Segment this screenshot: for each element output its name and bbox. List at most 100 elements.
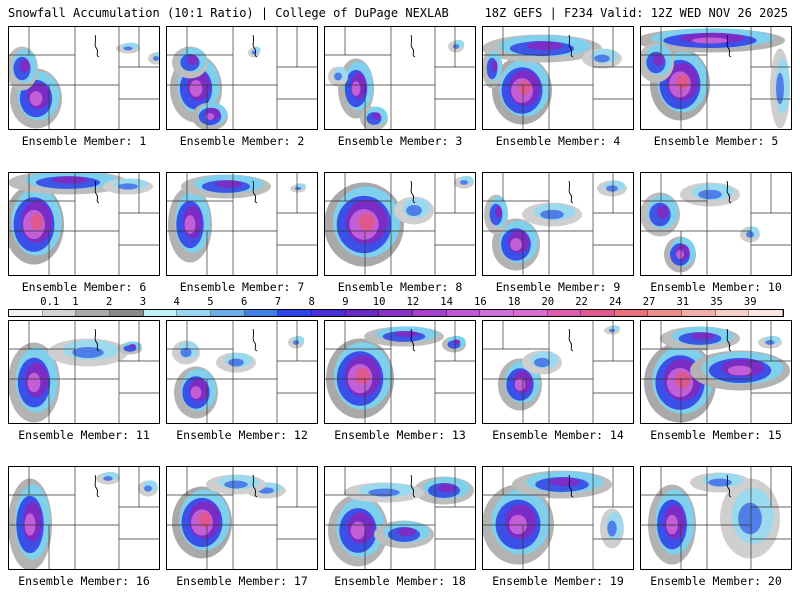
colorbar-swatch [311,310,346,316]
river-line [410,328,416,352]
snowfall-map-svg [483,321,633,423]
snowfall-contour [118,183,138,190]
snowfall-contour [608,328,616,333]
river-line [726,328,732,352]
ensemble-member-panel: Ensemble Member: 14 [482,320,634,456]
river-line [94,474,100,498]
ensemble-member-label: Ensemble Member: 1 [21,134,147,148]
colorbar-swatch [412,310,447,316]
snowfall-contour [351,81,361,96]
snowfall-contour [690,332,715,340]
colorbar-swatch [682,310,716,316]
snowfall-contour [224,480,248,489]
snowfall-contour [180,347,192,358]
snowfall-map-svg [325,321,475,423]
snowfall-contour [294,186,302,191]
snowfall-contour [27,372,41,393]
snowfall-contour [518,80,531,96]
colorbar-swatch [715,310,750,316]
colorbar-label: 1 [72,296,79,308]
colorbar-legend: 0.1 1 2 3 4 5 6 7 8 9 10 12 14 16 18 20 22 24 27 31 35 39 [8,296,784,320]
snowfall-contour [549,477,580,487]
colorbar-label: 16 [474,296,487,308]
snowfall-map [482,172,634,276]
river-line [568,474,574,498]
product-title: Snowfall Accumulation (10:1 Ratio) | Col… [8,6,449,20]
ensemble-member-panel: Ensemble Member: 18 [324,466,476,602]
snowfall-map-svg [483,173,633,275]
ensemble-member-label: Ensemble Member: 13 [334,428,466,442]
snowfall-map-svg [483,27,633,129]
snowfall-contour [675,371,690,389]
snowfall-map [8,172,160,276]
colorbar-swatch [143,310,178,316]
snowfall-map-svg [641,173,791,275]
snowfall-map-svg [167,27,317,129]
ensemble-member-panel: Ensemble Member: 4 [482,26,634,162]
snowfall-contour [776,72,784,105]
snowfall-contour [355,367,370,385]
snowfall-map [166,320,318,424]
colorbar-label: 3 [139,296,147,308]
colorbar-swatch [581,310,615,316]
snowfall-map-svg [641,321,791,423]
colorbar-label: 14 [440,296,453,308]
snowfall-contour [198,512,211,528]
snowfall-contour [228,358,244,367]
snowfall-contour [452,339,461,345]
colorbar-label: 27 [642,296,656,308]
ensemble-member-label: Ensemble Member: 17 [176,574,308,588]
river-line [726,474,732,498]
ensemble-member-panel: Ensemble Member: 8 [324,172,476,308]
colorbar-label: 7 [274,296,282,308]
snowfall-map [482,26,634,130]
river-line [94,328,100,352]
colorbar-swatch [177,310,211,316]
snowfall-map [324,172,476,276]
snowfall-map-svg [641,467,791,569]
snowfall-map [166,172,318,276]
snowfall-map [8,466,160,570]
colorbar-label: 2 [106,296,113,308]
colorbar-swatch [614,310,649,316]
snowfall-contour [765,340,775,345]
snowfall-map-svg [483,467,633,569]
snowfall-contour [190,386,202,399]
ensemble-member-label: Ensemble Member: 15 [650,428,782,442]
snowfall-map-svg [325,173,475,275]
ensemble-member-label: Ensemble Member: 16 [18,574,150,588]
ensemble-member-label: Ensemble Member: 7 [179,280,305,294]
snowfall-contour [691,37,729,44]
river-line [410,474,416,498]
ensemble-member-label: Ensemble Member: 14 [492,428,624,442]
ensemble-member-panel: Ensemble Member: 7 [166,172,318,308]
ensemble-member-label: Ensemble Member: 9 [495,280,621,294]
snowfall-contour [594,54,610,63]
colorbar-swatch [648,310,683,316]
snowfall-map [640,172,792,276]
river-line [252,34,258,58]
snowfall-map [482,466,634,570]
snowfall-map [640,466,792,570]
colorbar-label: 22 [575,296,588,308]
snowfall-contour [656,205,669,219]
river-line [94,34,100,58]
snowfall-contour [103,476,113,481]
snowfall-contour [19,59,30,73]
snowfall-contour [738,502,762,535]
snowfall-contour [526,41,563,51]
snowfall-map-svg [325,467,475,569]
colorbar-swatch [513,310,548,316]
snowfall-contour [394,330,419,338]
snowfall-contour [72,346,104,359]
colorbar-swatch [547,310,582,316]
ensemble-member-panel: Ensemble Member: 16 [8,466,160,602]
snowfall-map [482,320,634,424]
ensemble-member-label: Ensemble Member: 10 [650,280,782,294]
colorbar-label: 4 [173,296,180,308]
ensemble-member-label: Ensemble Member: 8 [337,280,463,294]
river-line [568,34,574,58]
colorbar-swatch [76,310,110,316]
snowfall-contour [350,521,366,540]
colorbar-swatch [480,310,514,316]
